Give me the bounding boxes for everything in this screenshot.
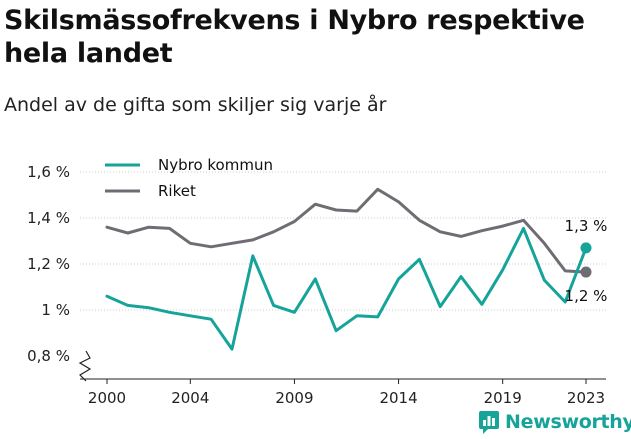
- x-tick-label: 2009: [275, 389, 313, 407]
- series-end-point: [580, 242, 592, 254]
- y-tick-label: 1,4 %: [27, 209, 70, 227]
- y-tick-label: 1 %: [41, 301, 70, 319]
- brand-logo: Newsworthy: [478, 408, 631, 436]
- end-value-label: 1,3 %: [565, 217, 608, 235]
- gridlines: [80, 171, 606, 311]
- series-line-riket: [105, 187, 588, 274]
- series-line-nybro-kommun: [105, 226, 588, 351]
- x-tick-label: 2019: [484, 389, 522, 407]
- legend-label: Nybro kommun: [158, 156, 273, 174]
- end-value-label: 1,2 %: [565, 287, 608, 305]
- y-tick-label: 1,2 %: [27, 255, 70, 273]
- x-axis-ticks: 2000 2004 2009 2014 2019 2023: [88, 379, 605, 407]
- series-end-point: [580, 266, 592, 278]
- x-tick-label: 2000: [88, 389, 126, 407]
- y-tick-label: 0,8 %: [27, 347, 70, 365]
- legend-label: Riket: [158, 182, 196, 200]
- legend: Nybro kommun Riket: [105, 156, 273, 200]
- series-lines: [105, 187, 592, 351]
- x-tick-label: 2023: [567, 389, 605, 407]
- y-tick-label: 1,6 %: [27, 163, 70, 181]
- end-labels: 1,3 % 1,2 %: [565, 217, 608, 305]
- y-axis-ticks: 0,8 % 1 % 1,2 % 1,4 % 1,6 %: [27, 163, 70, 365]
- x-tick-label: 2004: [171, 389, 209, 407]
- axis-break-icon: [78, 350, 92, 382]
- newsworthy-logo-icon: [479, 411, 499, 434]
- brand-name: Newsworthy: [505, 411, 631, 433]
- chart-title: Skilsmässofrekvens i Nybro respektive he…: [4, 5, 585, 69]
- x-tick-label: 2014: [379, 389, 417, 407]
- chart-subtitle: Andel av de gifta som skiljer sig varje …: [4, 94, 387, 116]
